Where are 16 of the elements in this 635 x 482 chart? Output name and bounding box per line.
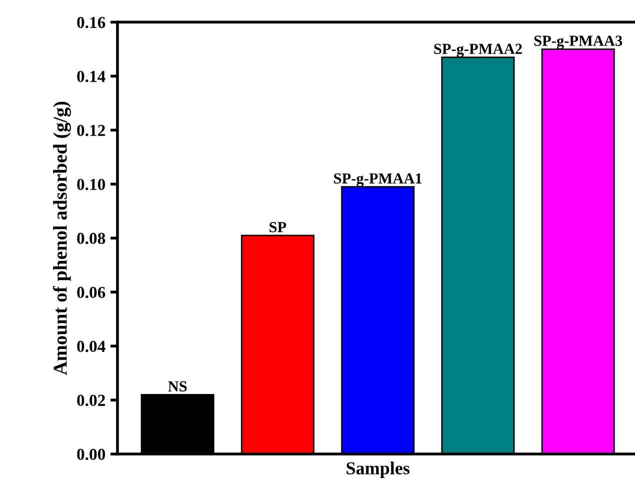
y-tick-label: 0.10 [77, 178, 106, 190]
x-tick-label: SP-g-PMAA2 [434, 44, 522, 58]
y-tick-label: 0.00 [77, 448, 106, 460]
x-tick-label: SP [270, 222, 286, 232]
y-tick-label: 0.04 [77, 340, 106, 352]
y-tick-label: 0.02 [77, 394, 105, 406]
y-tick-label: 0.14 [77, 70, 106, 82]
y-tick-label: 0.06 [77, 286, 106, 298]
y-tick-label: 0.08 [77, 232, 106, 244]
x-tick-label: NS [168, 381, 187, 392]
y-tick-label: 0.16 [77, 16, 106, 28]
x-tick-label: SP-g-PMAA1 [334, 173, 422, 187]
x-tick-label: SP-g-PMAA3 [534, 36, 622, 50]
y-axis-title: Amount of phenol adsorbed (g/g) [52, 102, 71, 376]
x-axis-title: Samples [346, 462, 410, 478]
y-tick-label: 0.12 [77, 124, 105, 136]
